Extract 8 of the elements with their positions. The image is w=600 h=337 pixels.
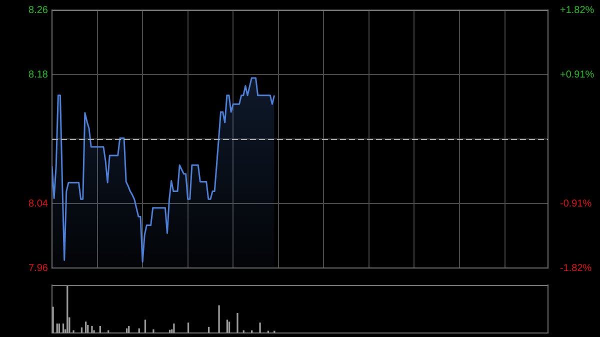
y2-tick-label: +1.82% <box>560 4 594 16</box>
y-tick-label: 7.96 <box>28 262 48 274</box>
y2-tick-label: +0.91% <box>560 69 594 80</box>
y-tick-label: 8.26 <box>28 4 48 16</box>
y-tick-label: 8.04 <box>28 198 48 210</box>
y2-tick-label: -0.91% <box>560 198 592 210</box>
y2-tick-label: -1.82% <box>560 262 592 274</box>
y-tick-label: 8.18 <box>28 69 48 80</box>
